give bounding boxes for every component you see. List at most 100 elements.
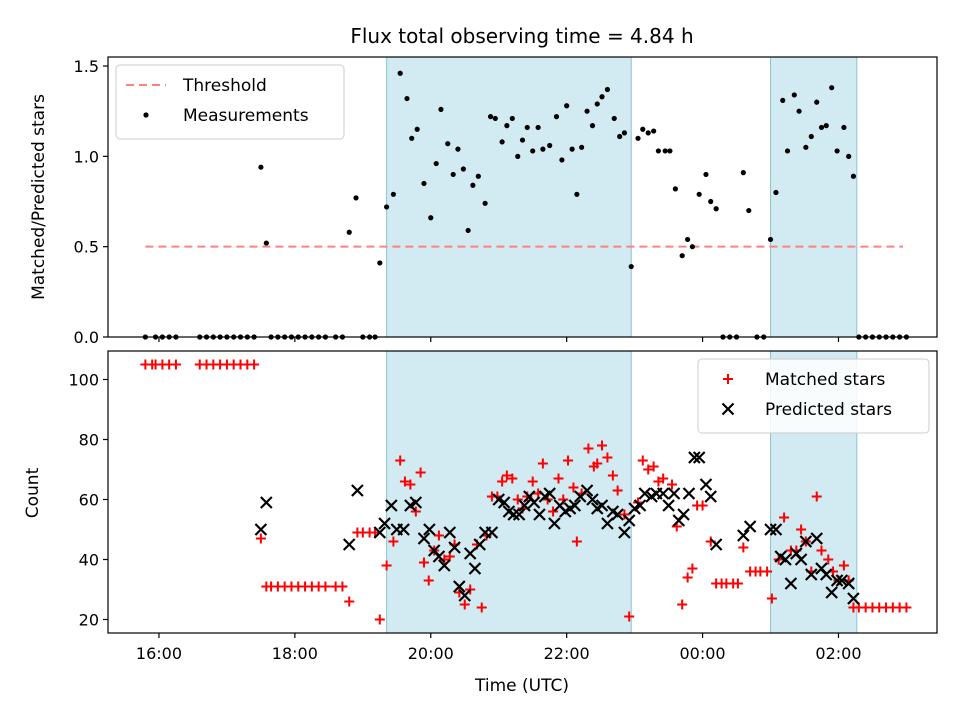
series-predicted-stars (254, 451, 860, 605)
data-point (592, 458, 603, 469)
data-point (814, 99, 820, 105)
data-point (842, 577, 855, 590)
legend-marker (143, 112, 149, 118)
data-point (385, 499, 398, 512)
data-point (743, 520, 757, 533)
data-point (405, 479, 416, 490)
data-point (762, 566, 773, 577)
data-point (846, 153, 852, 159)
x-axis-label: Time (UTC) (474, 676, 569, 696)
data-point (704, 490, 718, 503)
legend-label: Predicted stars (765, 400, 892, 420)
data-point (696, 191, 702, 197)
observing-window-band (386, 56, 632, 338)
data-point (599, 94, 605, 100)
x-tick-label: 20:00 (408, 644, 454, 663)
data-point (399, 476, 410, 487)
y-tick-label: 0.5 (74, 238, 99, 257)
data-point (682, 487, 696, 500)
data-point (346, 229, 352, 235)
data-point (666, 479, 677, 490)
data-point (433, 160, 439, 167)
data-point (418, 557, 429, 568)
data-point (568, 482, 579, 493)
data-point (667, 487, 681, 500)
legend-label: Threshold (182, 76, 267, 96)
data-point (507, 473, 518, 484)
observing-window-band (770, 56, 858, 338)
data-point (597, 440, 608, 451)
data-point (470, 182, 476, 188)
data-point (612, 485, 623, 496)
data-point (460, 166, 466, 172)
plot-frame (107, 56, 938, 338)
data-point (519, 137, 526, 143)
data-point (579, 144, 585, 150)
data-point (410, 506, 421, 517)
data-point (473, 538, 486, 551)
data-point (568, 499, 582, 512)
data-point (709, 538, 723, 551)
data-point (823, 554, 834, 565)
data-point (377, 260, 383, 266)
data-point (682, 572, 693, 583)
data-point (850, 173, 857, 179)
data-point (766, 593, 777, 604)
data-point (602, 452, 613, 463)
y-tick-label: 1.5 (74, 57, 99, 76)
y-tick-label: 40 (79, 551, 99, 570)
y-axis-label-counts: Count (23, 467, 43, 518)
data-point (689, 244, 695, 250)
data-point (834, 148, 840, 154)
data-point (791, 92, 797, 98)
data-point (433, 530, 444, 541)
data-point (829, 85, 835, 91)
data-point (504, 123, 510, 129)
data-point (258, 164, 264, 170)
data-point (699, 478, 713, 491)
data-point (450, 171, 456, 178)
data-point (767, 236, 774, 243)
data-point (662, 148, 668, 154)
data-point (586, 493, 599, 506)
data-point (553, 473, 564, 484)
data-point (594, 101, 600, 107)
legend: Threshold Measurements (115, 64, 345, 140)
data-point (655, 148, 662, 154)
data-point (512, 508, 526, 521)
data-point (780, 97, 786, 103)
data-point (816, 545, 827, 556)
chart-title: Flux total observing time = 4.84 h (350, 24, 693, 48)
data-point (799, 535, 813, 548)
data-point (640, 126, 646, 132)
legend-marker (723, 374, 733, 384)
data-point (428, 215, 434, 221)
data-point (404, 95, 410, 102)
y-axis-label-ratio: Matched/Predicted stars (29, 94, 49, 300)
counts-panel: 20 40 60 80 100 16:00 18:00 20:00 22:00 00:00 02:0… (68, 350, 938, 663)
data-point (409, 135, 415, 141)
data-point (688, 451, 701, 464)
data-point (805, 568, 818, 581)
data-point (388, 536, 399, 547)
data-point (784, 577, 798, 590)
y-tick-label: 1.0 (74, 147, 99, 166)
data-point (779, 512, 790, 523)
y-tick-label: 0.0 (74, 328, 99, 347)
data-point (622, 514, 636, 527)
data-point (648, 461, 659, 472)
data-point (499, 139, 505, 145)
data-point (830, 574, 844, 587)
data-point (337, 581, 348, 592)
data-point (455, 146, 461, 152)
data-point (465, 227, 471, 234)
x-tick-label: 16:00 (136, 644, 182, 663)
data-point (414, 126, 420, 132)
data-point (713, 206, 719, 212)
data-point (732, 578, 743, 589)
ratio-panel: 0.0 0.5 1.0 1.5 Threshold Measurements (74, 56, 938, 347)
legend-label: Measurements (183, 106, 309, 126)
data-point (645, 130, 651, 136)
data-point (397, 523, 410, 536)
data-point (497, 476, 508, 487)
